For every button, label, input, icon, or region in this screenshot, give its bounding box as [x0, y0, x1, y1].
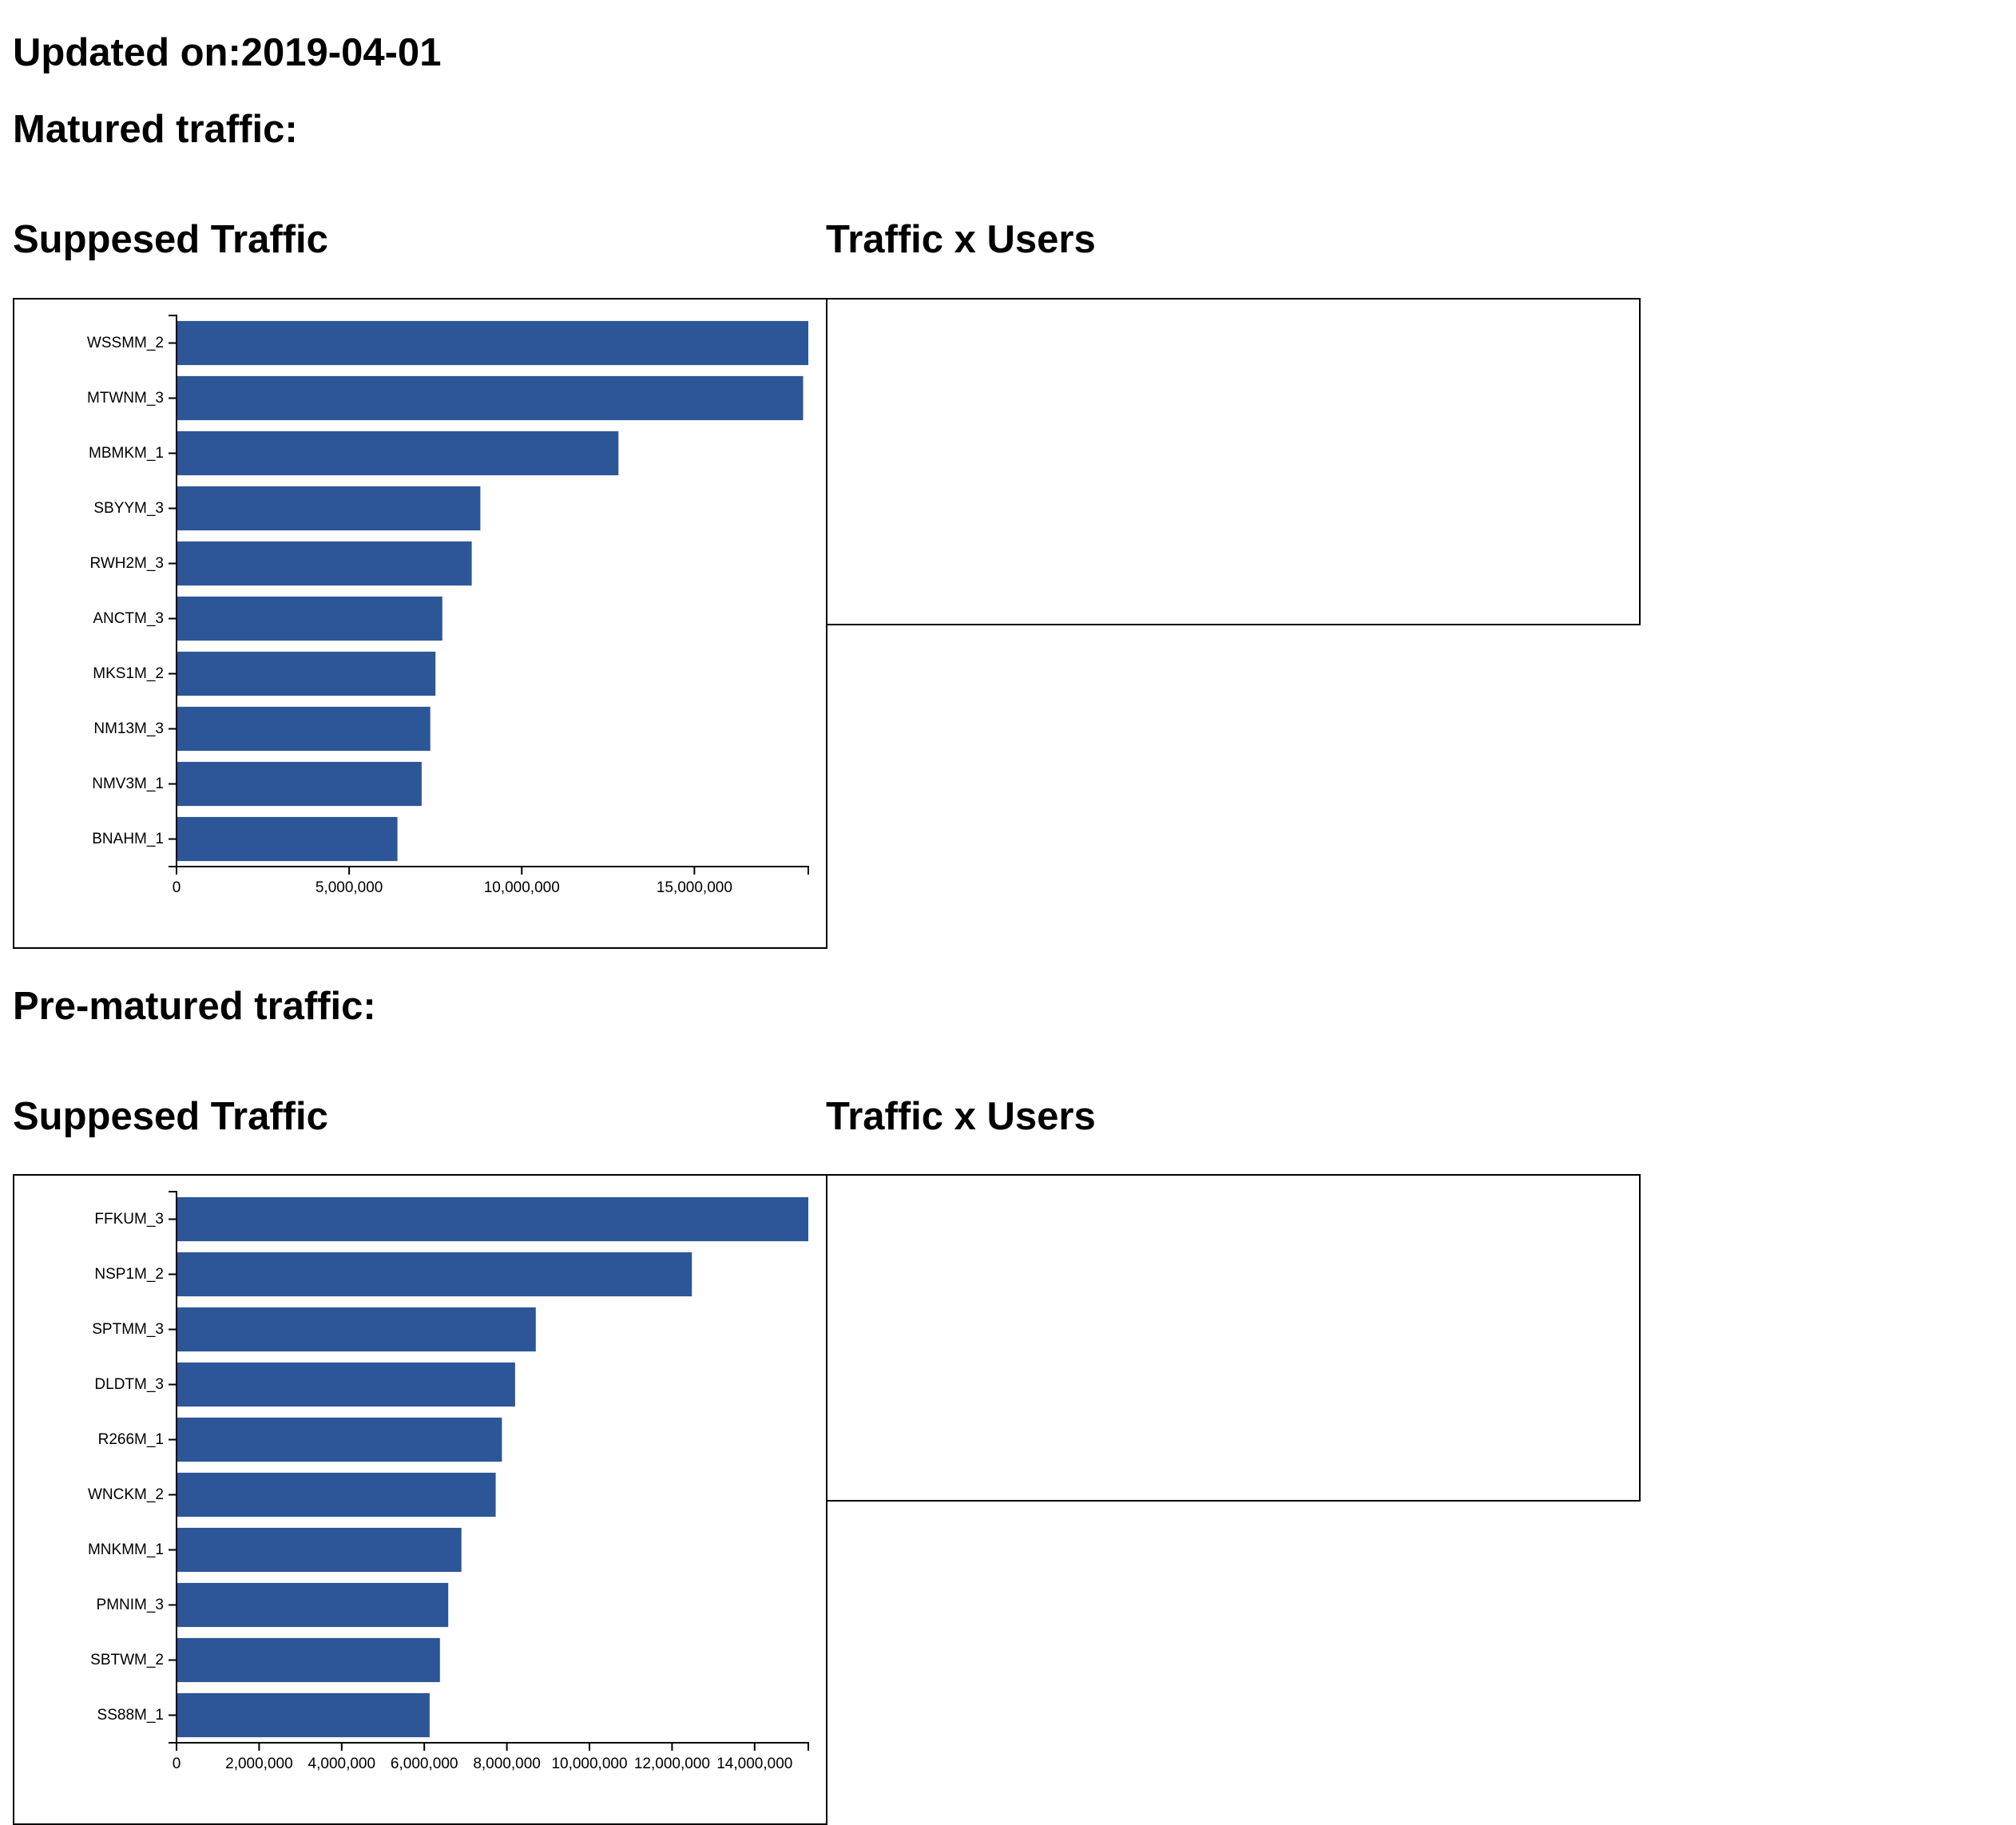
- matured-suppressed-chart: WSSMM_2 MTWNM_3 MBMKM_1 SBYYM_3 RWH2M_3 ANCTM…: [13, 298, 827, 949]
- updated-on-label: Updated on:2019-04-01: [13, 31, 442, 74]
- prematured-y-tick-label: FFKUM_3: [94, 1211, 164, 1228]
- matured-y-tick-label: BNAHM_1: [92, 831, 164, 847]
- prematured-x-axis: [176, 1742, 809, 1751]
- prematured-bar-R266M_1: [177, 1417, 502, 1462]
- prematured-bar-FFKUM_3: [177, 1196, 808, 1242]
- matured-y-tick-label: ANCTM_3: [93, 610, 164, 627]
- prematured-suppressed-title: Suppesed Traffic: [13, 1095, 328, 1138]
- matured-y-tick-label: NMV3M_1: [92, 776, 164, 792]
- matured-x-axis: [176, 866, 809, 875]
- prematured-suppressed-chart: FFKUM_3 NSP1M_2 SPTMM_3 DLDTM_3 R266M_1 WNCKM…: [13, 1174, 827, 1825]
- matured-bar-SBYYM_3: [177, 486, 481, 531]
- prematured-bar-PMNIM_3: [177, 1582, 449, 1628]
- matured-suppressed-title: Suppesed Traffic: [13, 218, 328, 261]
- matured-x-tick-label: 15,000,000: [657, 879, 732, 896]
- matured-bar-ANCTM_3: [177, 596, 442, 641]
- prematured-x-tick-label: 14,000,000: [716, 1756, 792, 1772]
- prematured-y-tick-label: DLDTM_3: [94, 1376, 164, 1393]
- prematured-y-axis: [169, 1191, 177, 1744]
- prematured-bar-SBTWM_2: [177, 1637, 440, 1683]
- prematured-y-tick-label: NSP1M_2: [94, 1266, 164, 1283]
- prematured-y-tick-label: MNKMM_1: [88, 1541, 164, 1558]
- prematured-x-tick-label: 8,000,000: [473, 1756, 541, 1772]
- prematured-y-tick-label: SPTMM_3: [92, 1321, 164, 1338]
- prematured-bar-DLDTM_3: [177, 1362, 515, 1407]
- prematured-y-tick-label: PMNIM_3: [97, 1597, 164, 1613]
- prematured-bar-MNKMM_1: [177, 1527, 462, 1573]
- matured-bar-MTWNM_3: [177, 375, 804, 421]
- matured-users-chart: [826, 298, 1641, 625]
- prematured-traffic-heading: Pre-matured traffic:: [13, 985, 376, 1028]
- prematured-x-tick-label: 12,000,000: [634, 1756, 710, 1772]
- matured-bar-NM13M_3: [177, 706, 431, 752]
- prematured-users-chart: [826, 1174, 1641, 1502]
- matured-x-tick-label: 5,000,000: [315, 879, 383, 896]
- prematured-bar-SS88M_1: [177, 1692, 430, 1738]
- matured-suppressed-chart-svg: WSSMM_2 MTWNM_3 MBMKM_1 SBYYM_3 RWH2M_3 ANCTM…: [87, 315, 809, 896]
- matured-bar-WSSMM_2: [177, 320, 808, 366]
- prematured-x-tick-label: 4,000,000: [308, 1756, 376, 1772]
- prematured-y-tick-label: SS88M_1: [97, 1707, 164, 1724]
- prematured-users-title: Traffic x Users: [826, 1095, 1096, 1138]
- matured-users-title: Traffic x Users: [826, 218, 1096, 261]
- matured-bar-BNAHM_1: [177, 816, 398, 862]
- prematured-y-tick-label: R266M_1: [98, 1431, 164, 1448]
- matured-bar-RWH2M_3: [177, 541, 472, 586]
- matured-bar-MBMKM_1: [177, 430, 619, 476]
- matured-y-tick-label: MBMKM_1: [89, 445, 164, 462]
- matured-y-tick-label: RWH2M_3: [89, 555, 164, 572]
- matured-y-tick-label: MTWNM_3: [87, 390, 164, 407]
- prematured-suppressed-chart-svg: FFKUM_3 NSP1M_2 SPTMM_3 DLDTM_3 R266M_1 WNCKM…: [88, 1191, 809, 1772]
- prematured-bar-NSP1M_2: [177, 1252, 693, 1297]
- matured-bar-NMV3M_1: [177, 761, 422, 807]
- prematured-bar-SPTMM_3: [177, 1307, 536, 1352]
- prematured-x-tick-label: 2,000,000: [225, 1756, 293, 1772]
- matured-traffic-heading: Matured traffic:: [13, 108, 298, 151]
- matured-y-tick-label: MKS1M_2: [93, 665, 164, 682]
- prematured-x-tick-label: 6,000,000: [391, 1756, 458, 1772]
- matured-y-tick-label: WSSMM_2: [87, 335, 164, 351]
- prematured-x-tick-label: 10,000,000: [551, 1756, 627, 1772]
- matured-x-tick-label: 10,000,000: [484, 879, 560, 896]
- prematured-x-tick-label: 0: [173, 1756, 181, 1772]
- matured-x-tick-label: 0: [173, 879, 181, 896]
- matured-y-axis: [169, 315, 177, 867]
- matured-y-tick-label: NM13M_3: [93, 720, 164, 737]
- matured-y-tick-label: SBYYM_3: [93, 500, 164, 517]
- prematured-y-tick-label: WNCKM_2: [88, 1486, 164, 1503]
- prematured-bar-WNCKM_2: [177, 1472, 496, 1518]
- matured-bar-MKS1M_2: [177, 651, 436, 696]
- prematured-y-tick-label: SBTWM_2: [90, 1652, 164, 1668]
